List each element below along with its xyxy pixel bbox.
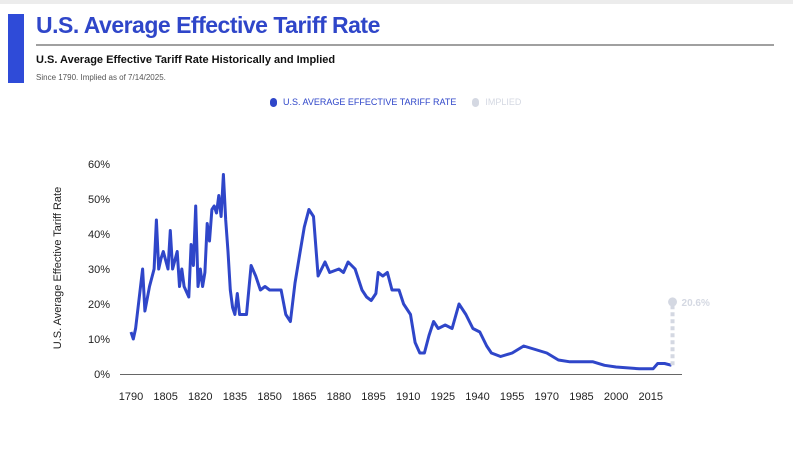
divider [36, 44, 774, 46]
x-tick-label: 1820 [188, 391, 212, 403]
x-tick-label: 1835 [223, 391, 247, 403]
chart-note: Since 1790. Implied as of 7/14/2025. [36, 73, 166, 82]
x-tick-label: 1910 [396, 391, 420, 403]
legend-label-rate[interactable]: U.S. AVERAGE EFFECTIVE TARIFF RATE [283, 97, 457, 107]
x-tick-label: 1985 [569, 391, 593, 403]
x-tick-label: 2015 [639, 391, 663, 403]
x-tick-label: 1925 [431, 391, 455, 403]
chart-subtitle: U.S. Average Effective Tariff Rate Histo… [36, 54, 336, 66]
x-tick-label: 1970 [535, 391, 559, 403]
y-tick-label: 20% [88, 299, 110, 311]
legend-swatch-implied [472, 97, 480, 107]
implied-point [668, 297, 678, 307]
top-border [0, 0, 793, 4]
x-tick-label: 1895 [361, 391, 385, 403]
legend-swatch-rate [270, 97, 277, 107]
y-tick-label: 50% [88, 194, 110, 206]
y-tick-label: 10% [88, 334, 110, 346]
y-tick-label: 0% [94, 369, 110, 381]
legend-label-implied[interactable]: IMPLIED [485, 97, 522, 107]
implied-data-label: 20.6% [682, 298, 710, 309]
x-tick-label: 1865 [292, 391, 316, 403]
x-tick-label: 1790 [119, 391, 143, 403]
y-tick-label: 60% [88, 159, 110, 171]
x-tick-label: 1955 [500, 391, 524, 403]
y-tick-label: 40% [88, 229, 110, 241]
x-tick-label: 1805 [153, 391, 177, 403]
x-tick-label: 1940 [465, 391, 489, 403]
accent-bar [8, 14, 24, 83]
y-axis-label: U.S. Average Effective Tariff Rate [52, 187, 64, 349]
y-tick-label: 30% [88, 264, 110, 276]
x-tick-label: 1880 [327, 391, 351, 403]
legend: U.S. AVERAGE EFFECTIVE TARIFF RATE IMPLI… [270, 97, 521, 107]
page-title: U.S. Average Effective Tariff Rate [36, 12, 380, 38]
x-tick-label: 2000 [604, 391, 628, 403]
x-tick-label: 1850 [257, 391, 281, 403]
series-line-tariff-rate [129, 173, 672, 371]
